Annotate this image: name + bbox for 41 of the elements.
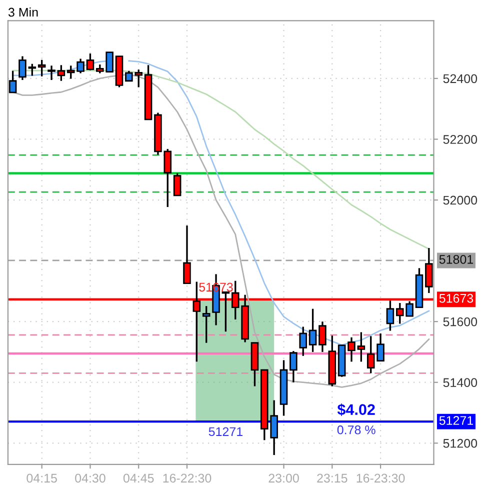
chart-title: 3 Min bbox=[8, 7, 38, 17]
y-tick-label: 52400 bbox=[443, 74, 478, 84]
candlestick bbox=[38, 59, 46, 78]
candlestick bbox=[183, 224, 191, 284]
candlestick bbox=[376, 332, 384, 362]
candlestick bbox=[318, 320, 326, 353]
candlestick bbox=[173, 172, 182, 196]
candlestick bbox=[290, 350, 298, 384]
y-tick-label: 51600 bbox=[443, 317, 478, 326]
candlestick bbox=[164, 148, 172, 208]
x-tick-label: 04:45 bbox=[123, 474, 154, 483]
candlestick bbox=[425, 247, 433, 294]
candlestick bbox=[202, 305, 210, 344]
annotation: $4.02 bbox=[337, 403, 375, 416]
x-tick-label: 23:15 bbox=[317, 474, 348, 483]
candlestick bbox=[86, 52, 94, 72]
candlestick bbox=[57, 64, 66, 82]
x-tick-label: 04:30 bbox=[75, 474, 106, 483]
x-tick-label: 16-23:30 bbox=[356, 474, 405, 483]
candlestick bbox=[366, 335, 375, 374]
candlestick bbox=[308, 308, 317, 353]
candlestick bbox=[386, 300, 394, 332]
y-tick-label: 52000 bbox=[443, 196, 478, 205]
ref-line-label: 51271 bbox=[439, 416, 474, 425]
ref-line-label: 51673 bbox=[439, 294, 474, 303]
candlestick bbox=[18, 55, 26, 81]
candlestick bbox=[28, 63, 36, 77]
y-tick-label: 52200 bbox=[443, 135, 478, 144]
candlestick bbox=[48, 64, 56, 81]
x-tick-label: 23:00 bbox=[268, 474, 299, 483]
x-tick-label: 04:15 bbox=[26, 474, 57, 483]
annotation: 51271 bbox=[208, 427, 242, 436]
candlestick bbox=[299, 326, 308, 357]
candlestick bbox=[357, 331, 366, 363]
y-tick-label: 51400 bbox=[443, 378, 478, 388]
candlestick bbox=[348, 336, 356, 363]
x-tick-label: 16-22:30 bbox=[163, 474, 212, 483]
candlestick bbox=[8, 70, 17, 94]
y-tick-label: 51200 bbox=[443, 438, 478, 448]
annotation: 0.78 % bbox=[337, 425, 376, 434]
ref-line-label: 51801 bbox=[439, 254, 474, 264]
